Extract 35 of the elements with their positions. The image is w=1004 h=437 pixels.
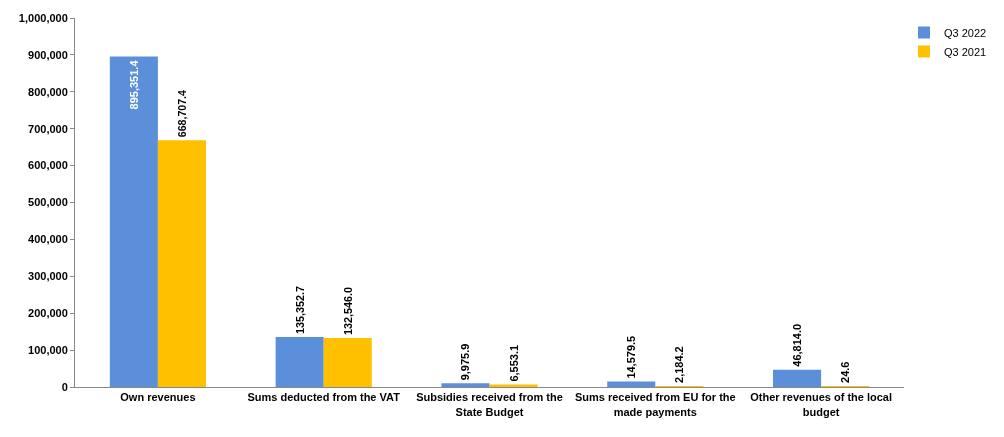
y-tick-label: 500,000 <box>28 196 68 209</box>
data-label: 6,553.1 <box>507 344 520 382</box>
data-label: 2,184.2 <box>673 346 686 383</box>
data-label: 132,546.0 <box>341 287 354 336</box>
data-label: 135,352.7 <box>293 285 306 335</box>
y-tick-label: 700,000 <box>28 122 68 135</box>
bar <box>441 383 490 387</box>
y-tick-label: 0 <box>61 380 68 393</box>
data-label: 895,351.4 <box>127 59 140 110</box>
bar <box>157 140 206 387</box>
legend-label: Q3 2021 <box>944 45 987 58</box>
bar <box>773 369 822 387</box>
y-tick-label: 200,000 <box>28 307 68 320</box>
bar <box>275 337 324 387</box>
bar <box>607 381 656 387</box>
x-tick-label: Sums received from EU for the made payments <box>574 391 736 418</box>
y-tick-label: 600,000 <box>28 159 68 172</box>
y-tick-label: 800,000 <box>28 85 68 98</box>
x-tick-label: Sums deducted from the VAT <box>247 391 401 404</box>
y-tick-label: 300,000 <box>28 270 68 283</box>
y-tick-label: 1,000,000 <box>18 11 68 24</box>
data-label: 9,975.9 <box>459 343 472 381</box>
bar <box>109 56 158 387</box>
y-tick-label: 900,000 <box>28 48 68 61</box>
y-tick-label: 400,000 <box>28 233 68 246</box>
data-label: 46,814.0 <box>791 323 804 367</box>
data-label: 668,707.4 <box>175 89 188 138</box>
x-tick-label: Other revenues of the local budget <box>750 391 893 418</box>
x-tick-label: Own revenues <box>120 391 196 404</box>
x-tick-label: Subsidies received from the State Budget <box>416 391 563 418</box>
bar <box>323 338 372 387</box>
data-label: 14,579.5 <box>625 335 638 379</box>
legend-label: Q3 2022 <box>944 26 987 39</box>
data-label: 24.6 <box>839 361 852 383</box>
y-tick-label: 100,000 <box>28 343 68 356</box>
